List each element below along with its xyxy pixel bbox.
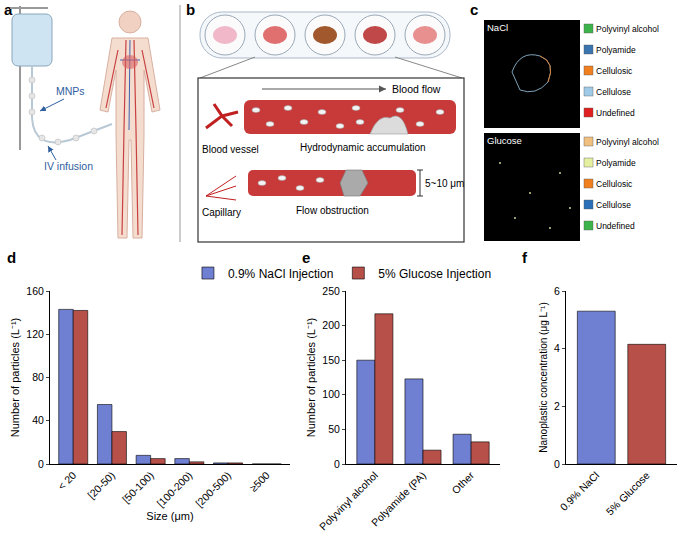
svg-text:250: 250 [322, 285, 340, 297]
svg-text:Size (μm): Size (μm) [146, 510, 193, 522]
svg-text:0.9% NaCl Injection: 0.9% NaCl Injection [228, 267, 333, 281]
svg-text:Blood flow: Blood flow [392, 83, 441, 95]
svg-text:50: 50 [328, 423, 340, 435]
svg-text:[100-200): [100-200) [154, 469, 194, 509]
svg-text:Polyvinyl alcohol: Polyvinyl alcohol [596, 137, 659, 147]
svg-text:Nanoplastic concentration (μg: Nanoplastic concentration (μg L⁻¹) [538, 302, 549, 453]
svg-text:Cellulose: Cellulose [596, 200, 631, 210]
svg-text:IV infusion: IV infusion [44, 160, 93, 172]
svg-text:Polyamide: Polyamide [596, 158, 636, 168]
svg-text:80: 80 [32, 371, 44, 383]
svg-text:0.9% NaCl: 0.9% NaCl [557, 469, 601, 513]
svg-text:4: 4 [554, 342, 560, 354]
svg-text:2: 2 [554, 400, 560, 412]
svg-text:150: 150 [322, 354, 340, 366]
svg-text:100: 100 [322, 388, 340, 400]
svg-text:200: 200 [322, 319, 340, 331]
svg-text:≥500: ≥500 [247, 469, 272, 494]
svg-text:40: 40 [32, 414, 44, 426]
svg-text:120: 120 [26, 328, 44, 340]
svg-text:Flow obstruction: Flow obstruction [296, 205, 369, 216]
svg-text:[200-500): [200-500) [193, 469, 233, 509]
svg-text:Glucose: Glucose [487, 135, 522, 146]
svg-text:b: b [186, 1, 195, 18]
svg-text:Number of particles (L⁻¹): Number of particles (L⁻¹) [305, 318, 317, 438]
svg-text:Polyvinyl alcohol: Polyvinyl alcohol [596, 24, 659, 34]
svg-text:Polyvinyl alcohol: Polyvinyl alcohol [317, 469, 380, 532]
svg-text:Other: Other [449, 469, 476, 496]
svg-text:5% Glucose: 5% Glucose [603, 469, 652, 518]
svg-text:MNPs: MNPs [56, 85, 85, 97]
svg-text:Blood vessel: Blood vessel [202, 144, 259, 155]
svg-text:a: a [4, 1, 13, 18]
svg-text:Polyamide (PA): Polyamide (PA) [369, 469, 429, 529]
svg-text:Cellulose: Cellulose [596, 87, 631, 97]
svg-text:f: f [522, 249, 528, 266]
svg-text:6: 6 [554, 285, 560, 297]
svg-text:Hydrodynamic accumulation: Hydrodynamic accumulation [300, 142, 426, 153]
svg-text:0: 0 [554, 458, 560, 470]
svg-text:Undefined: Undefined [596, 221, 635, 231]
svg-text:[50-100): [50-100) [120, 469, 156, 505]
svg-text:0: 0 [334, 458, 340, 470]
svg-text:Polyamide: Polyamide [596, 45, 636, 55]
svg-text:[20-50): [20-50) [85, 469, 117, 501]
svg-text:Cellulosic: Cellulosic [596, 179, 633, 189]
svg-text:NaCl: NaCl [487, 22, 508, 33]
svg-text:e: e [302, 249, 310, 266]
svg-text:160: 160 [26, 285, 44, 297]
svg-text:5% Glucose Injection: 5% Glucose Injection [378, 267, 491, 281]
svg-text:0: 0 [38, 458, 44, 470]
svg-text:Cellulosic: Cellulosic [596, 66, 633, 76]
svg-text:Undefined: Undefined [596, 108, 635, 118]
svg-text:c: c [470, 1, 478, 18]
svg-text:< 20: < 20 [55, 469, 78, 492]
svg-text:5~10 μm: 5~10 μm [425, 178, 464, 189]
svg-text:d: d [7, 249, 16, 266]
svg-text:Capillary: Capillary [202, 207, 241, 218]
svg-text:Number of particles (L⁻¹): Number of particles (L⁻¹) [9, 318, 21, 438]
